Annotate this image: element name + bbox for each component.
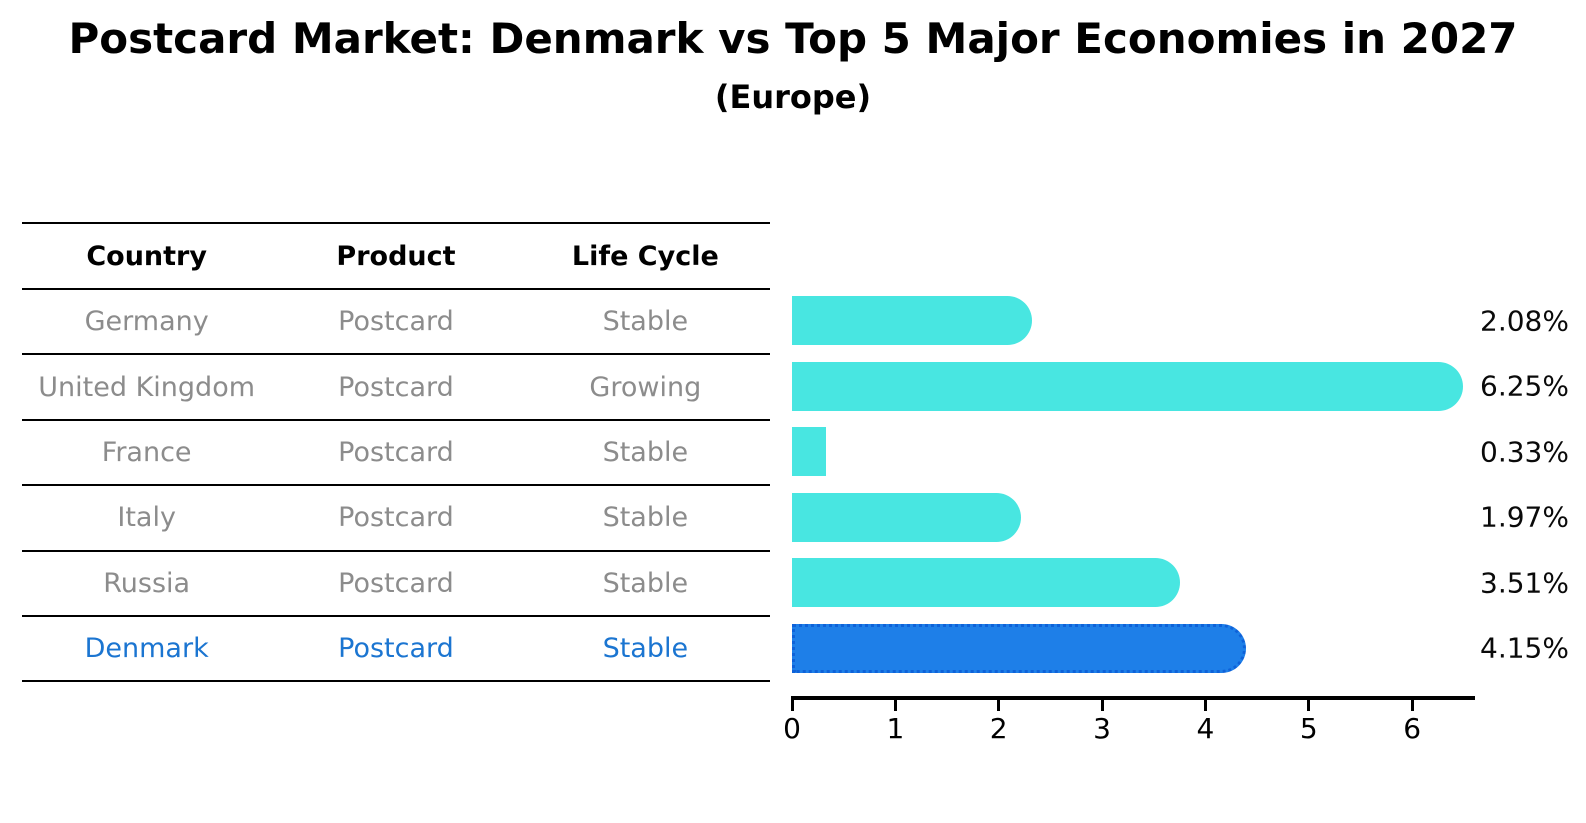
cell-life-cycle: Stable [520, 550, 770, 617]
x-tick-label: 1 [886, 712, 905, 745]
chart-subtitle: (Europe) [714, 78, 872, 116]
cell-country: Italy [22, 485, 272, 552]
value-label-denmark: 4.15% [1480, 631, 1569, 665]
x-tick-mark [1307, 699, 1311, 711]
x-tick-mark [1410, 699, 1414, 711]
value-label-united-kingdom: 6.25% [1480, 369, 1569, 403]
table-row-italy: Italy Postcard Stable [22, 485, 770, 552]
cell-product: Postcard [271, 615, 521, 683]
table-row-united-kingdom: United Kingdom Postcard Growing [22, 354, 770, 421]
cell-country: United Kingdom [22, 354, 272, 421]
bar-germany [792, 296, 1032, 345]
bar-denmark [792, 623, 1246, 673]
cell-country: France [22, 419, 272, 487]
table-row-france: France Postcard Stable [22, 419, 770, 487]
x-axis-line [791, 696, 1475, 700]
table-header-row: Country Product Life Cycle [22, 223, 770, 290]
x-tick-mark [790, 699, 794, 711]
x-tick-label: 4 [1196, 712, 1215, 745]
x-tick-label: 0 [783, 712, 801, 745]
cell-country: Russia [22, 550, 272, 617]
column-header-country: Country [22, 223, 272, 290]
cell-life-cycle: Stable [520, 289, 770, 356]
value-label-france: 0.33% [1480, 435, 1569, 468]
x-tick-label: 3 [1093, 712, 1111, 745]
column-header-product: Product [271, 223, 521, 290]
cell-country: Germany [22, 289, 272, 356]
bar-france [792, 427, 827, 476]
cell-product: Postcard [271, 485, 521, 552]
cell-product: Postcard [271, 419, 521, 487]
value-label-russia: 3.51% [1480, 566, 1569, 599]
cell-product: Postcard [271, 550, 521, 617]
bar-united-kingdom [792, 361, 1463, 411]
country-table: Country Product Life Cycle Germany Postcard… [22, 222, 770, 683]
x-tick-mark [997, 699, 1001, 711]
cell-life-cycle: Growing [520, 354, 770, 421]
cell-country: Denmark [22, 615, 272, 683]
x-tick-mark [893, 699, 897, 711]
value-label-italy: 1.97% [1480, 500, 1569, 534]
table-header: Country Product Life Cycle [22, 223, 770, 290]
cell-life-cycle: Stable [520, 485, 770, 552]
table-row-germany: Germany Postcard Stable [22, 289, 770, 356]
x-tick-label: 2 [989, 712, 1008, 745]
cell-product: Postcard [271, 289, 521, 356]
x-tick-label: 5 [1299, 712, 1318, 745]
chart-title: Postcard Market: Denmark vs Top 5 Major … [68, 14, 1518, 63]
cell-product: Postcard [271, 354, 521, 421]
bar-italy [792, 492, 1021, 542]
x-tick-mark [1100, 699, 1104, 711]
x-tick-mark [1203, 699, 1207, 711]
value-label-germany: 2.08% [1480, 304, 1569, 337]
table-row-denmark: Denmark Postcard Stable [22, 615, 770, 683]
cell-life-cycle: Stable [520, 419, 770, 487]
table-row-russia: Russia Postcard Stable [22, 550, 770, 617]
column-header-life-cycle: Life Cycle [520, 223, 770, 290]
bar-russia [792, 558, 1180, 607]
cell-life-cycle: Stable [520, 615, 770, 683]
x-tick-label: 6 [1403, 712, 1422, 745]
table-body: Germany Postcard Stable United Kingdom Postc… [22, 289, 770, 683]
